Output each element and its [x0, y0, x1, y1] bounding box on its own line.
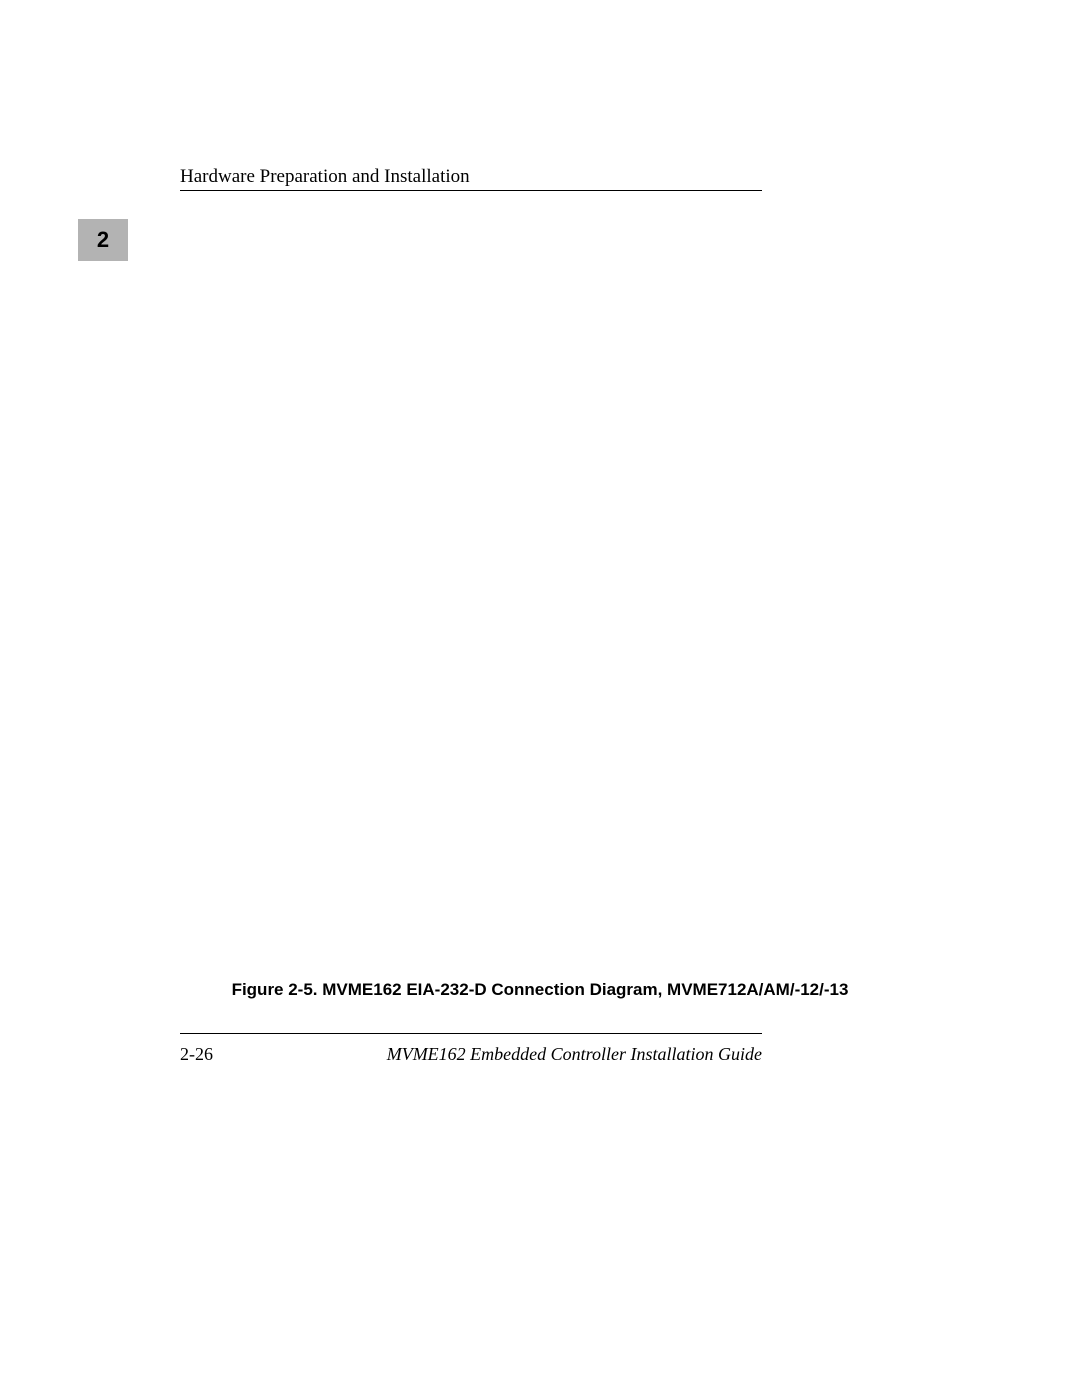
figure-caption: Figure 2-5. MVME162 EIA-232-D Connection…: [0, 980, 1080, 1000]
footer-doc-title: MVME162 Embedded Controller Installation…: [387, 1044, 762, 1065]
page: Hardware Preparation and Installation 2 …: [0, 0, 1080, 1397]
header-rule: [180, 190, 762, 191]
page-number: 2-26: [180, 1044, 213, 1065]
chapter-tab: 2: [78, 219, 128, 261]
footer-rule: [180, 1033, 762, 1034]
chapter-number: 2: [97, 227, 109, 253]
running-head: Hardware Preparation and Installation: [180, 166, 470, 188]
